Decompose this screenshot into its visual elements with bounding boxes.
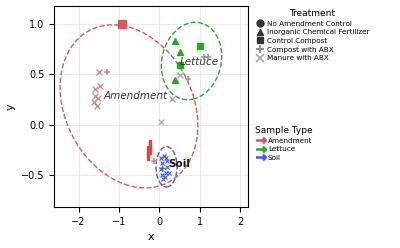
Bar	[149, 140, 151, 154]
Text: Amendment: Amendment	[104, 91, 168, 101]
X-axis label: x: x	[148, 232, 154, 243]
Text: Soil: Soil	[168, 159, 190, 169]
Bar	[147, 146, 149, 160]
Text: Lettuce: Lettuce	[180, 57, 219, 67]
Y-axis label: y: y	[6, 103, 16, 110]
Legend: Amendment, Lettuce, Soil: Amendment, Lettuce, Soil	[256, 126, 313, 161]
